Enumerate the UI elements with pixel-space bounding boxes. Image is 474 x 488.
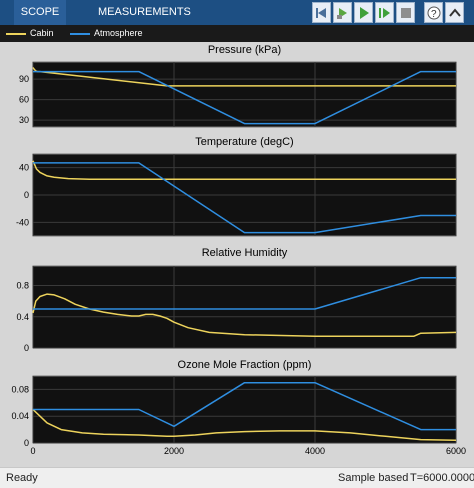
step-forward-icon [379,8,390,18]
y-tick-label: 40 [19,163,29,173]
axes-title: Temperature (degC) [195,136,293,148]
plot-area: Pressure (kPa) 30 60 90 Temperature (degC) -4… [0,42,474,467]
y-tick-label: 0 [24,438,29,448]
step-back-button[interactable] [333,2,352,23]
toolstrip-buttons: ? [312,2,472,23]
axes-title: Pressure (kPa) [208,44,281,56]
legend-label-atmosphere[interactable]: Atmosphere [94,28,143,38]
back-icon [316,8,326,18]
run-icon [360,7,369,19]
toolstrip: SCOPE MEASUREMENTS ? [0,0,474,25]
y-tick-label: 30 [19,115,29,125]
run-button[interactable] [354,2,373,23]
legend-swatch-cabin [6,33,26,35]
back-button[interactable] [312,2,331,23]
y-tick-label: 0.8 [16,281,29,291]
series-line-cabin [32,408,457,442]
series-line-atmosphere [33,70,456,125]
series-line-cabin [32,160,456,181]
x-tick-label: 4000 [305,446,325,456]
x-tick-label: 6000 [446,446,466,456]
y-tick-label: 0 [24,343,29,353]
help-icon: ? [427,6,441,20]
legend-swatch-atmosphere [70,33,90,35]
stop-icon [401,8,411,18]
time-readout: T=6000.0000 [410,472,474,484]
axes-title: Ozone Mole Fraction (ppm) [178,359,312,371]
sample-mode-text: Sample based [338,472,409,484]
step-icon [337,8,347,19]
y-tick-label: 0.4 [16,312,29,322]
stop-button[interactable] [396,2,415,23]
tab-measurements[interactable]: MEASUREMENTS [98,6,191,18]
legend-label-cabin[interactable]: Cabin [30,28,54,38]
status-text: Ready [6,472,38,484]
y-tick-label: 0 [24,190,29,200]
y-tick-label: 60 [19,95,29,105]
series-line-atmosphere [33,276,456,310]
svg-text:?: ? [431,9,437,20]
series-line-atmosphere [33,162,456,234]
series-line-atmosphere [33,381,456,431]
series-line-cabin [32,293,457,338]
step-forward-button[interactable] [375,2,394,23]
legend: Cabin Atmosphere [0,25,474,42]
y-tick-label: 0.04 [11,411,29,421]
collapse-button[interactable] [445,2,464,23]
axes-title: Relative Humidity [202,247,288,259]
y-tick-label: 90 [19,74,29,84]
y-tick-label: -40 [16,217,29,227]
y-tick-label: 0.08 [11,384,29,394]
tab-scope[interactable]: SCOPE [14,0,66,25]
x-tick-label: 2000 [164,446,184,456]
x-tick-label: 0 [30,446,35,456]
help-button[interactable]: ? [424,2,443,23]
collapse-icon [449,8,461,17]
status-bar: Ready Sample based T=6000.0000 [0,467,474,488]
